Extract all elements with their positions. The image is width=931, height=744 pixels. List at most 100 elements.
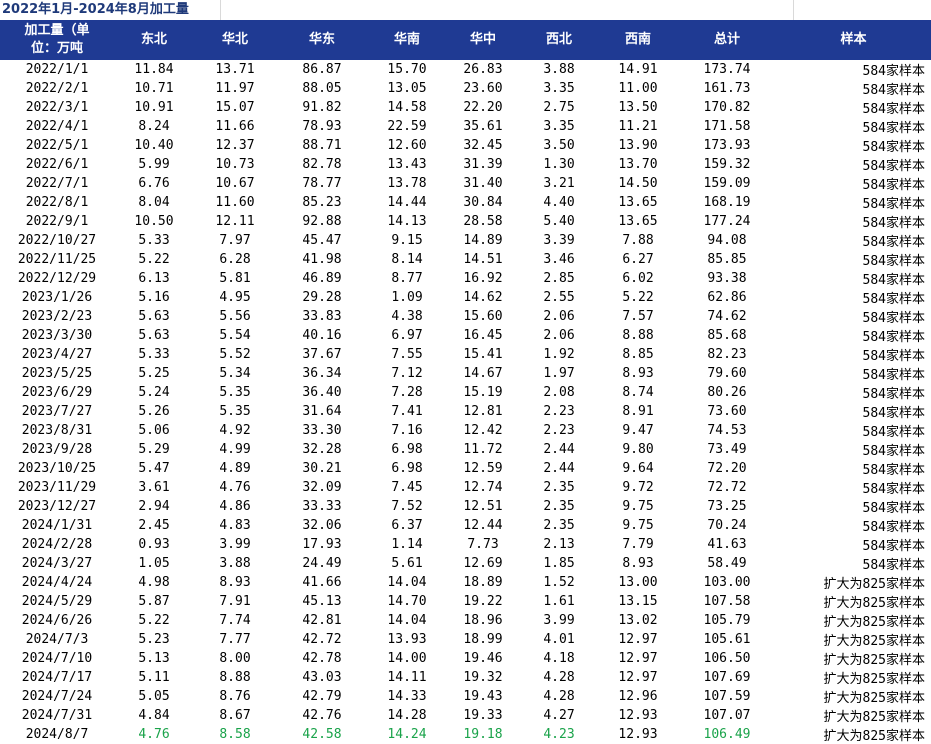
value-cell: 12.74 xyxy=(463,480,503,495)
value-cell: 5.63 xyxy=(138,309,170,324)
sample-cell: 584家样本 xyxy=(862,558,925,573)
value-cell: 8.88 xyxy=(219,670,251,685)
value-cell: 22.20 xyxy=(463,100,503,115)
date-cell: 2023/8/31 xyxy=(21,423,93,438)
date-cell: 2024/7/17 xyxy=(21,670,93,685)
value-cell: 13.43 xyxy=(387,157,427,172)
value-cell: 6.76 xyxy=(138,176,170,191)
value-cell: 9.75 xyxy=(622,518,654,533)
value-cell: 5.61 xyxy=(391,556,423,571)
sample-cell: 584家样本 xyxy=(862,444,925,459)
table-row: 2022/2/1 10.71 11.97 88.05 13.05 23.60 3.35 11.… xyxy=(0,79,931,98)
value-cell: 11.66 xyxy=(215,119,255,134)
value-cell: 13.15 xyxy=(618,594,658,609)
value-cell: 14.62 xyxy=(463,290,503,305)
value-cell: 14.67 xyxy=(463,366,503,381)
date-cell: 2023/3/30 xyxy=(21,328,93,343)
value-cell: 1.14 xyxy=(391,537,423,552)
value-cell: 2.35 xyxy=(543,518,575,533)
value-cell: 7.52 xyxy=(391,499,423,514)
table-row: 2022/7/1 6.76 10.67 78.77 13.78 31.40 3.21 14.5… xyxy=(0,174,931,193)
value-cell: 4.18 xyxy=(543,651,575,666)
value-cell: 4.27 xyxy=(543,708,575,723)
value-cell: 2.06 xyxy=(543,309,575,324)
table-row: 2024/7/3 5.23 7.77 42.72 13.93 18.99 4.01 12.97… xyxy=(0,630,931,649)
date-cell: 2022/8/1 xyxy=(25,195,89,210)
value-cell: 32.45 xyxy=(463,138,503,153)
value-cell: 15.41 xyxy=(463,347,503,362)
value-cell: 30.84 xyxy=(463,195,503,210)
header-central: 华中 xyxy=(446,20,520,60)
value-cell: 8.85 xyxy=(622,347,654,362)
value-cell: 2.85 xyxy=(543,271,575,286)
value-cell: 4.89 xyxy=(219,461,251,476)
sample-cell: 584家样本 xyxy=(862,539,925,554)
table-row: 2024/7/24 5.05 8.76 42.79 14.33 19.43 4.28 12.9… xyxy=(0,687,931,706)
value-cell: 5.54 xyxy=(219,328,251,343)
value-cell: 16.45 xyxy=(463,328,503,343)
value-cell: 7.55 xyxy=(391,347,423,362)
value-cell: 2.44 xyxy=(543,461,575,476)
value-cell: 24.49 xyxy=(302,556,342,571)
header-northwest: 西北 xyxy=(520,20,598,60)
value-cell: 40.16 xyxy=(302,328,342,343)
value-cell: 4.84 xyxy=(138,708,170,723)
date-cell: 2022/4/1 xyxy=(25,119,89,134)
date-cell: 2024/1/31 xyxy=(21,518,93,533)
table-row: 2023/10/25 5.47 4.89 30.21 6.98 12.59 2.44 9.64… xyxy=(0,459,931,478)
value-cell: 8.93 xyxy=(622,366,654,381)
value-cell: 3.39 xyxy=(543,233,575,248)
value-cell: 13.50 xyxy=(618,100,658,115)
value-cell: 17.93 xyxy=(302,537,342,552)
value-cell: 1.05 xyxy=(138,556,170,571)
date-cell: 2023/4/27 xyxy=(21,347,93,362)
date-cell: 2022/12/29 xyxy=(17,271,97,286)
value-cell: 70.24 xyxy=(707,518,747,533)
value-cell: 14.58 xyxy=(387,100,427,115)
date-cell: 2023/6/29 xyxy=(21,385,93,400)
value-cell: 19.32 xyxy=(463,670,503,685)
value-cell: 19.22 xyxy=(463,594,503,609)
value-cell: 82.78 xyxy=(302,157,342,172)
value-cell: 11.00 xyxy=(618,81,658,96)
value-cell: 107.07 xyxy=(703,708,751,723)
date-cell: 2024/2/28 xyxy=(21,537,93,552)
sample-cell: 584家样本 xyxy=(862,235,925,250)
header-unit: 加工量（单 位：万吨 xyxy=(0,20,114,60)
value-cell: 4.28 xyxy=(543,670,575,685)
value-cell: 85.68 xyxy=(707,328,747,343)
value-cell: 2.55 xyxy=(543,290,575,305)
date-cell: 2023/9/28 xyxy=(21,442,93,457)
value-cell: 161.73 xyxy=(703,81,751,96)
value-cell: 74.62 xyxy=(707,309,747,324)
value-cell: 73.25 xyxy=(707,499,747,514)
value-cell: 15.70 xyxy=(387,62,427,77)
value-cell: 6.98 xyxy=(391,461,423,476)
value-cell: 7.12 xyxy=(391,366,423,381)
value-cell: 73.49 xyxy=(707,442,747,457)
value-cell: 10.71 xyxy=(134,81,174,96)
value-cell: 8.04 xyxy=(138,195,170,210)
table-row: 2023/3/30 5.63 5.54 40.16 6.97 16.45 2.06 8.88 8… xyxy=(0,326,931,345)
value-cell: 18.89 xyxy=(463,575,503,590)
table-row: 2023/4/27 5.33 5.52 37.67 7.55 15.41 1.92 8.85 8… xyxy=(0,345,931,364)
header-south: 华南 xyxy=(368,20,446,60)
value-cell: 5.06 xyxy=(138,423,170,438)
value-cell: 2.35 xyxy=(543,499,575,514)
value-cell: 5.11 xyxy=(138,670,170,685)
value-cell: 4.28 xyxy=(543,689,575,704)
date-cell: 2024/6/26 xyxy=(21,613,93,628)
value-cell: 5.99 xyxy=(138,157,170,172)
value-cell: 5.56 xyxy=(219,309,251,324)
value-cell: 11.84 xyxy=(134,62,174,77)
value-cell: 26.83 xyxy=(463,62,503,77)
sample-cell: 扩大为825家样本 xyxy=(823,691,925,706)
value-cell: 159.32 xyxy=(703,157,751,172)
header-northeast: 东北 xyxy=(114,20,194,60)
value-cell: 6.28 xyxy=(219,252,251,267)
value-cell: 5.81 xyxy=(219,271,251,286)
value-cell: 19.46 xyxy=(463,651,503,666)
table-row: 2024/3/27 1.05 3.88 24.49 5.61 12.69 1.85 8.93 5… xyxy=(0,554,931,573)
value-cell: 3.88 xyxy=(543,62,575,77)
table-row: 2022/6/1 5.99 10.73 82.78 13.43 31.39 1.30 13.7… xyxy=(0,155,931,174)
